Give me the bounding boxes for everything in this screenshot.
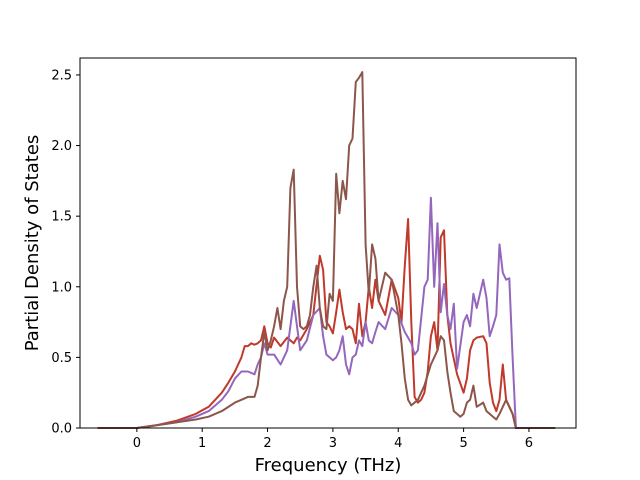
y-tick-label: 1.0 <box>51 280 72 295</box>
y-tick-label: 2.0 <box>51 139 72 154</box>
x-tick-label: 0 <box>133 436 141 451</box>
x-tick-label: 5 <box>459 436 467 451</box>
x-tick-label: 3 <box>329 436 337 451</box>
x-axis-label: Frequency (THz) <box>255 455 402 476</box>
x-tick-label: 1 <box>198 436 206 451</box>
y-tick-label: 2.5 <box>51 68 72 83</box>
y-axis: 0.0 0.5 1.0 1.5 2.0 2.5 <box>51 68 80 437</box>
x-tick-label: 2 <box>263 436 271 451</box>
plot-frame <box>79 57 577 429</box>
y-tick-label: 0.0 <box>51 422 72 437</box>
y-tick-label: 1.5 <box>51 210 72 225</box>
series-layer <box>97 71 556 429</box>
x-axis: 0 1 2 3 4 5 6 <box>133 428 533 451</box>
y-axis-label: Partial Density of States <box>22 135 43 352</box>
x-tick-label: 6 <box>525 436 533 451</box>
x-tick-label: 4 <box>394 436 402 451</box>
y-tick-label: 0.5 <box>51 351 72 366</box>
series-line-3 <box>97 71 556 429</box>
